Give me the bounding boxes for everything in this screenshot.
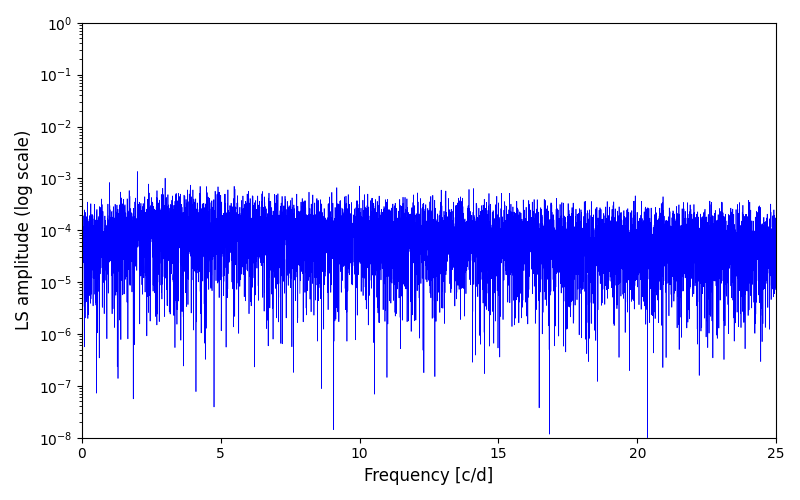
X-axis label: Frequency [c/d]: Frequency [c/d] xyxy=(364,467,494,485)
Y-axis label: LS amplitude (log scale): LS amplitude (log scale) xyxy=(15,130,33,330)
